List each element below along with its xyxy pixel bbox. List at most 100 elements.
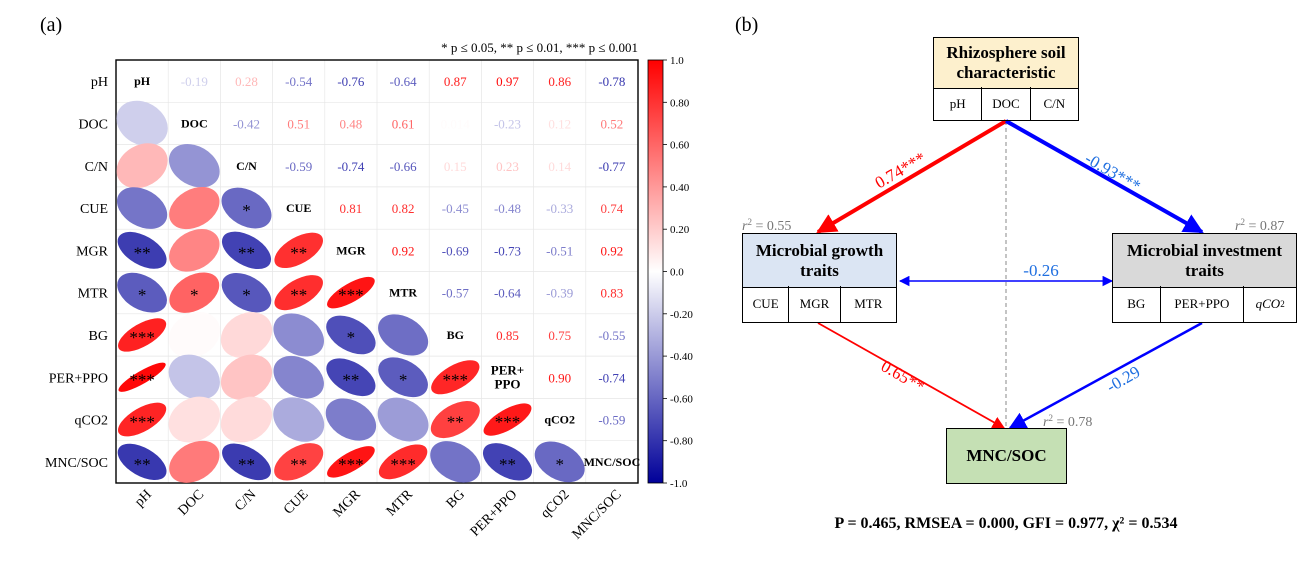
colorbar-tick-label: 0.80	[670, 97, 690, 109]
colorbar-tick-label: -1.0	[670, 478, 688, 490]
arrow-top-to-right	[1005, 119, 1204, 234]
col-label: pH	[132, 487, 155, 510]
corr-value: -0.33	[546, 201, 573, 216]
colorbar-tick-label: 0.40	[670, 182, 690, 194]
corr-ellipse	[273, 313, 325, 357]
corr-ellipse	[482, 443, 533, 481]
sig-marker: **	[290, 286, 307, 305]
matrix-frame	[115, 59, 639, 484]
corr-ellipse	[430, 441, 481, 483]
colorbar-ticks: 1.0 0.80 0.60 0.40 0.20 0.0 -0.20 -0.40 -0.60 -0.…	[663, 55, 693, 490]
corr-value: -0.76	[337, 74, 365, 89]
corr-value: -0.69	[442, 243, 469, 258]
growth-traits-box: Microbial growth traits CUE MGR MTR	[742, 233, 897, 323]
corr-ellipse	[221, 231, 272, 270]
invest-item-bg: BG	[1113, 286, 1161, 322]
corr-ellipse	[222, 443, 271, 481]
corr-value: 0.90	[548, 370, 571, 385]
col-label: qCO2	[538, 487, 572, 521]
colorbar	[647, 59, 664, 484]
corr-value: 0.81	[340, 201, 363, 216]
sig-marker: ***	[129, 370, 155, 389]
colorbar-tick-label: 0.0	[670, 267, 684, 279]
corr-ellipse	[168, 396, 221, 443]
col-label: PER+PPO	[468, 487, 521, 540]
corr-ellipse	[220, 312, 273, 358]
rhizosphere-title: Rhizosphere soil characteristic	[934, 38, 1078, 89]
corr-value: 0.12	[548, 116, 571, 131]
rhizosphere-box: Rhizosphere soil characteristic pH DOC C…	[933, 37, 1079, 121]
corr-value: 0.014	[441, 116, 471, 131]
sig-marker: *	[555, 455, 564, 474]
corr-value: -0.73	[494, 243, 521, 258]
corr-value: 0.48	[340, 116, 363, 131]
corr-value: -0.74	[598, 370, 626, 385]
corr-value: -0.45	[442, 201, 469, 216]
corr-ellipse	[117, 272, 167, 313]
diag-label: pH	[134, 74, 151, 88]
corr-ellipse	[431, 360, 480, 395]
corr-ellipse	[118, 362, 166, 392]
diag-label: qCO2	[544, 413, 575, 427]
diag-label: MNC/SOC	[584, 455, 641, 469]
sig-marker: *	[242, 286, 251, 305]
invest-item-qco2: qCO 2	[1255, 296, 1285, 311]
corr-ellipse	[117, 231, 167, 269]
rhizo-item-ph: pH	[934, 87, 983, 120]
row-label: CUE	[80, 202, 108, 217]
corr-value: -0.77	[598, 159, 626, 174]
sig-marker: ***	[129, 413, 155, 432]
corr-value: -0.57	[442, 286, 470, 301]
corr-ellipse	[327, 276, 375, 309]
corr-value: 0.14	[548, 159, 571, 174]
corr-value: 0.52	[601, 116, 624, 131]
corr-ellipse	[117, 443, 167, 481]
row-label: qCO2	[75, 414, 108, 429]
corr-value: -0.48	[494, 201, 521, 216]
sig-marker: **	[342, 370, 359, 389]
diag-label: DOC	[181, 116, 208, 130]
corr-ellipse	[168, 311, 221, 358]
corr-ellipse	[378, 444, 428, 480]
corr-value: 0.92	[392, 243, 415, 258]
corr-value: 0.92	[601, 243, 624, 258]
corr-value: -0.59	[598, 413, 625, 428]
row-label: DOC	[78, 117, 108, 132]
r2-right: r2 = 0.87	[1235, 217, 1284, 234]
sig-marker: **	[290, 243, 307, 262]
sig-marker: ***	[443, 370, 469, 389]
corr-ellipse	[274, 275, 323, 311]
mnc-soc-box: MNC/SOC	[946, 428, 1067, 484]
colorbar-tick-label: -0.40	[670, 351, 693, 363]
corr-value: 0.82	[392, 201, 415, 216]
corr-value: -0.64	[494, 286, 522, 301]
corr-value: 0.97	[496, 74, 519, 89]
row-label: PER+PPO	[49, 371, 108, 386]
col-label: BG	[444, 487, 468, 511]
sig-marker: ***	[495, 413, 521, 432]
corr-value: -0.51	[546, 243, 573, 258]
corr-ellipse	[273, 355, 324, 399]
rhizo-item-doc: DOC	[982, 87, 1031, 120]
colorbar-tick-label: 1.0	[670, 55, 684, 67]
corr-ellipse	[326, 315, 376, 355]
col-label: DOC	[176, 487, 208, 519]
r2-bottom: r2 = 0.78	[1043, 413, 1092, 430]
r2-left: r2 = 0.55	[742, 217, 791, 234]
corr-ellipse	[534, 441, 585, 483]
corr-ellipse	[221, 187, 272, 229]
diag-label: MGR	[336, 243, 366, 257]
row-label: MNC/SOC	[45, 456, 108, 471]
corr-ellipse	[327, 446, 375, 478]
growth-item-mgr: MGR	[789, 286, 841, 322]
corr-ellipse	[117, 402, 167, 437]
diag-label: MTR	[389, 286, 417, 300]
coef-top-right: -0.93***	[1082, 149, 1144, 196]
panel-b-label: (b)	[735, 14, 758, 36]
growth-traits-title: Microbial growth traits	[743, 234, 896, 288]
corr-value: 0.15	[444, 159, 467, 174]
corr-ellipse	[220, 396, 273, 443]
corr-ellipse	[169, 272, 220, 313]
sig-marker: *	[242, 201, 251, 220]
